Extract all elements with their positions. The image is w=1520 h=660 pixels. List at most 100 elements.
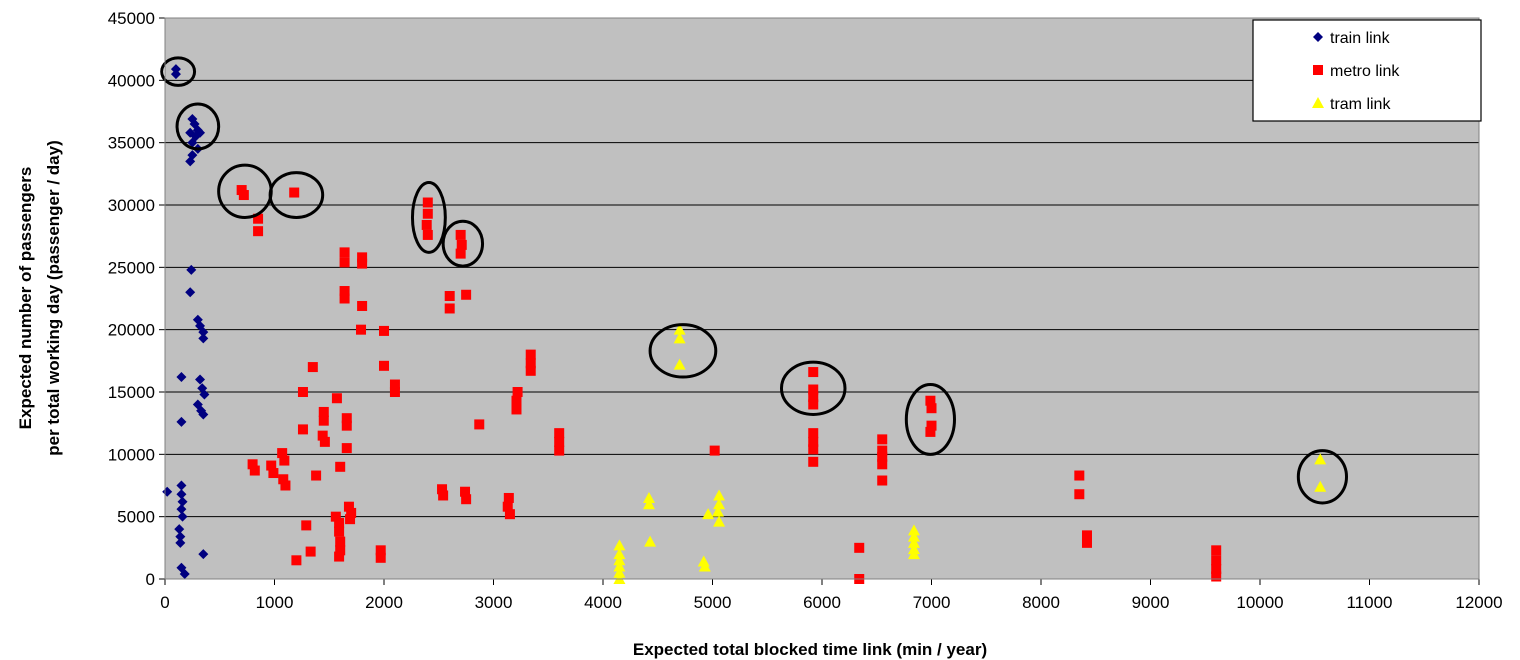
metro-link-point [266, 460, 277, 471]
metro-link-point [925, 395, 936, 406]
metro-link-point [341, 420, 352, 431]
metro-link-point [808, 399, 819, 410]
metro-link-point [877, 475, 888, 486]
metro-link-point [279, 455, 290, 466]
train-link-point [195, 127, 206, 138]
tram-link-point [644, 535, 657, 547]
train-link-point [198, 549, 209, 560]
metro-link-point [339, 293, 350, 304]
tram-link-point [711, 505, 724, 517]
x-tick-label: 7000 [913, 593, 951, 612]
metro-link-point [512, 387, 523, 397]
metro-link-point [331, 393, 342, 404]
metro-link-point [345, 514, 356, 525]
metro-link-point [334, 517, 345, 528]
metro-link-point [525, 365, 536, 376]
metro-link-point [249, 465, 260, 476]
x-tick-label: 10000 [1236, 593, 1283, 612]
train-link-point [187, 137, 198, 148]
x-tick-label: 8000 [1022, 593, 1060, 612]
legend-label-metro-link: metro link [1330, 63, 1400, 80]
tram-link-point [673, 358, 686, 370]
tram-link-point [613, 560, 626, 572]
y-tick-label: 15000 [108, 383, 155, 402]
y-tick-label: 40000 [108, 71, 155, 90]
annotation-ellipse [648, 323, 718, 379]
train-link-point [177, 496, 188, 507]
metro-link-point [339, 257, 350, 268]
metro-link-point [307, 362, 318, 373]
legend-items: train link metro link tram link [1312, 30, 1400, 113]
tram-link-point [907, 536, 920, 548]
metro-link-point [1211, 571, 1222, 582]
tram-link-point [698, 560, 711, 572]
metro-link-point [389, 387, 400, 397]
series-metro-link [236, 185, 1222, 584]
metro-link-point [456, 239, 467, 250]
metro-link-point [1074, 489, 1085, 500]
metro-link-point [319, 436, 330, 447]
metro-link-point [277, 448, 288, 459]
y-tick-label: 25000 [108, 258, 155, 277]
y-tick-label: 10000 [108, 445, 155, 464]
metro-link-point [877, 445, 888, 456]
train-link-point [177, 511, 188, 522]
metro-link-point [525, 349, 536, 360]
train-link-point [176, 372, 187, 383]
tram-link-point [613, 548, 626, 560]
metro-link-point [297, 424, 308, 435]
metro-link-point [1211, 545, 1222, 556]
tram-link-point [1314, 453, 1327, 465]
metro-link-point [1081, 537, 1092, 548]
metro-link-point [511, 404, 522, 415]
train-link-point [176, 416, 187, 427]
y-axis-title-line-2: per total working day (passenger / day) [44, 140, 63, 456]
tram-link-point [697, 555, 710, 567]
x-tick-label: 9000 [1132, 593, 1170, 612]
metro-link-point [238, 190, 249, 201]
x-tick-label: 2000 [365, 593, 403, 612]
x-tick-label: 0 [160, 593, 169, 612]
x-tick-label: 5000 [694, 593, 732, 612]
metro-link-point [554, 436, 565, 447]
train-link-point [176, 489, 187, 500]
y-tick-label: 0 [146, 570, 155, 589]
metro-link-point [343, 501, 354, 512]
metro-link-point [455, 248, 466, 259]
metro-link-point [877, 434, 888, 445]
x-tick-label: 1000 [256, 593, 294, 612]
tram-link-point [642, 491, 655, 503]
annotation-ellipse [904, 383, 956, 456]
metro-link-point [422, 208, 433, 219]
metro-link-point [317, 430, 328, 441]
metro-link-point [389, 379, 400, 390]
metro-link-point [421, 219, 432, 230]
metro-link-point [357, 258, 368, 269]
x-tick-label: 11000 [1346, 593, 1392, 612]
x-tick-label: 6000 [803, 593, 841, 612]
metro-link-point [502, 501, 513, 512]
train-link-point [175, 531, 186, 542]
metro-link-point [335, 461, 346, 472]
metro-link-point [357, 300, 368, 311]
metro-link-point [877, 451, 888, 462]
metro-link-point [305, 546, 316, 557]
metro-link-point [334, 551, 345, 562]
tram-link-point [713, 515, 726, 527]
annotation-ellipse [1296, 449, 1349, 505]
metro-link-point [357, 252, 368, 263]
metro-link-point [318, 415, 329, 426]
metro-link-point [375, 545, 386, 556]
metro-link-point [444, 303, 455, 314]
annotation-ellipse [410, 181, 447, 254]
y-tick-label: 5000 [117, 508, 155, 527]
metro-link-point [808, 428, 819, 439]
metro-link-point [808, 444, 819, 455]
metro-link-point [709, 445, 720, 456]
metro-link-point [474, 419, 485, 430]
legend-label-tram-link: tram link [1330, 96, 1391, 113]
metro-link-point [334, 526, 345, 537]
metro-link-point [808, 384, 819, 395]
train-link-point [185, 287, 196, 298]
